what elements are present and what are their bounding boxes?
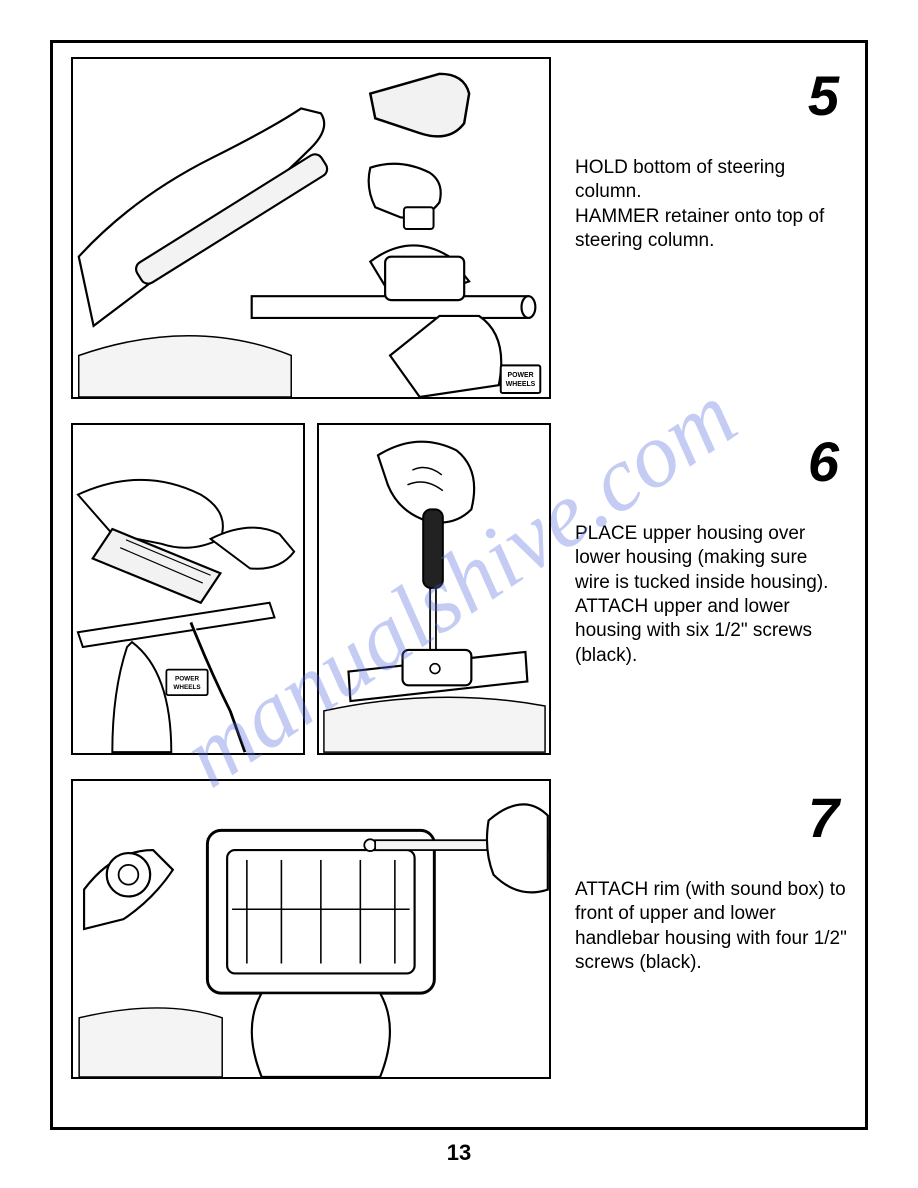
step-5-text-col: 5 HOLD bottom of steering column.HAMMER …: [551, 57, 847, 253]
svg-text:POWER: POWER: [507, 372, 533, 379]
step-6-text-col: 6 PLACE upper housing over lower housing…: [551, 423, 847, 668]
step-6-images: POWER WHEELS: [71, 423, 551, 755]
step-7-row: 7 ATTACH rim (with sound box) to front o…: [71, 779, 847, 1079]
step-6-number: 6: [575, 429, 847, 494]
svg-text:WHEELS: WHEELS: [173, 684, 200, 691]
step-7-text-col: 7 ATTACH rim (with sound box) to front o…: [551, 779, 847, 975]
step-7-illustration: [71, 779, 551, 1079]
step-5-illustration: POWER WHEELS: [71, 57, 551, 399]
step-5-number: 5: [575, 63, 847, 128]
page-number: 13: [50, 1140, 868, 1166]
step-6-illustration-a: POWER WHEELS: [71, 423, 305, 755]
step-6-row: POWER WHEELS: [71, 423, 847, 755]
step-7-number: 7: [575, 785, 847, 850]
step-6-body: PLACE upper housing over lower housing (…: [575, 522, 847, 668]
svg-text:WHEELS: WHEELS: [506, 381, 536, 388]
step-7-body: ATTACH rim (with sound box) to front of …: [575, 878, 847, 975]
step-5-images: POWER WHEELS: [71, 57, 551, 399]
step-5-body: HOLD bottom of steering column.HAMMER re…: [575, 156, 847, 253]
svg-text:POWER: POWER: [175, 675, 199, 682]
page-frame: POWER WHEELS 5 HOLD bottom of steering c…: [50, 40, 868, 1130]
step-7-images: [71, 779, 551, 1079]
step-6-illustration-b: [317, 423, 551, 755]
step-5-row: POWER WHEELS 5 HOLD bottom of steering c…: [71, 57, 847, 399]
